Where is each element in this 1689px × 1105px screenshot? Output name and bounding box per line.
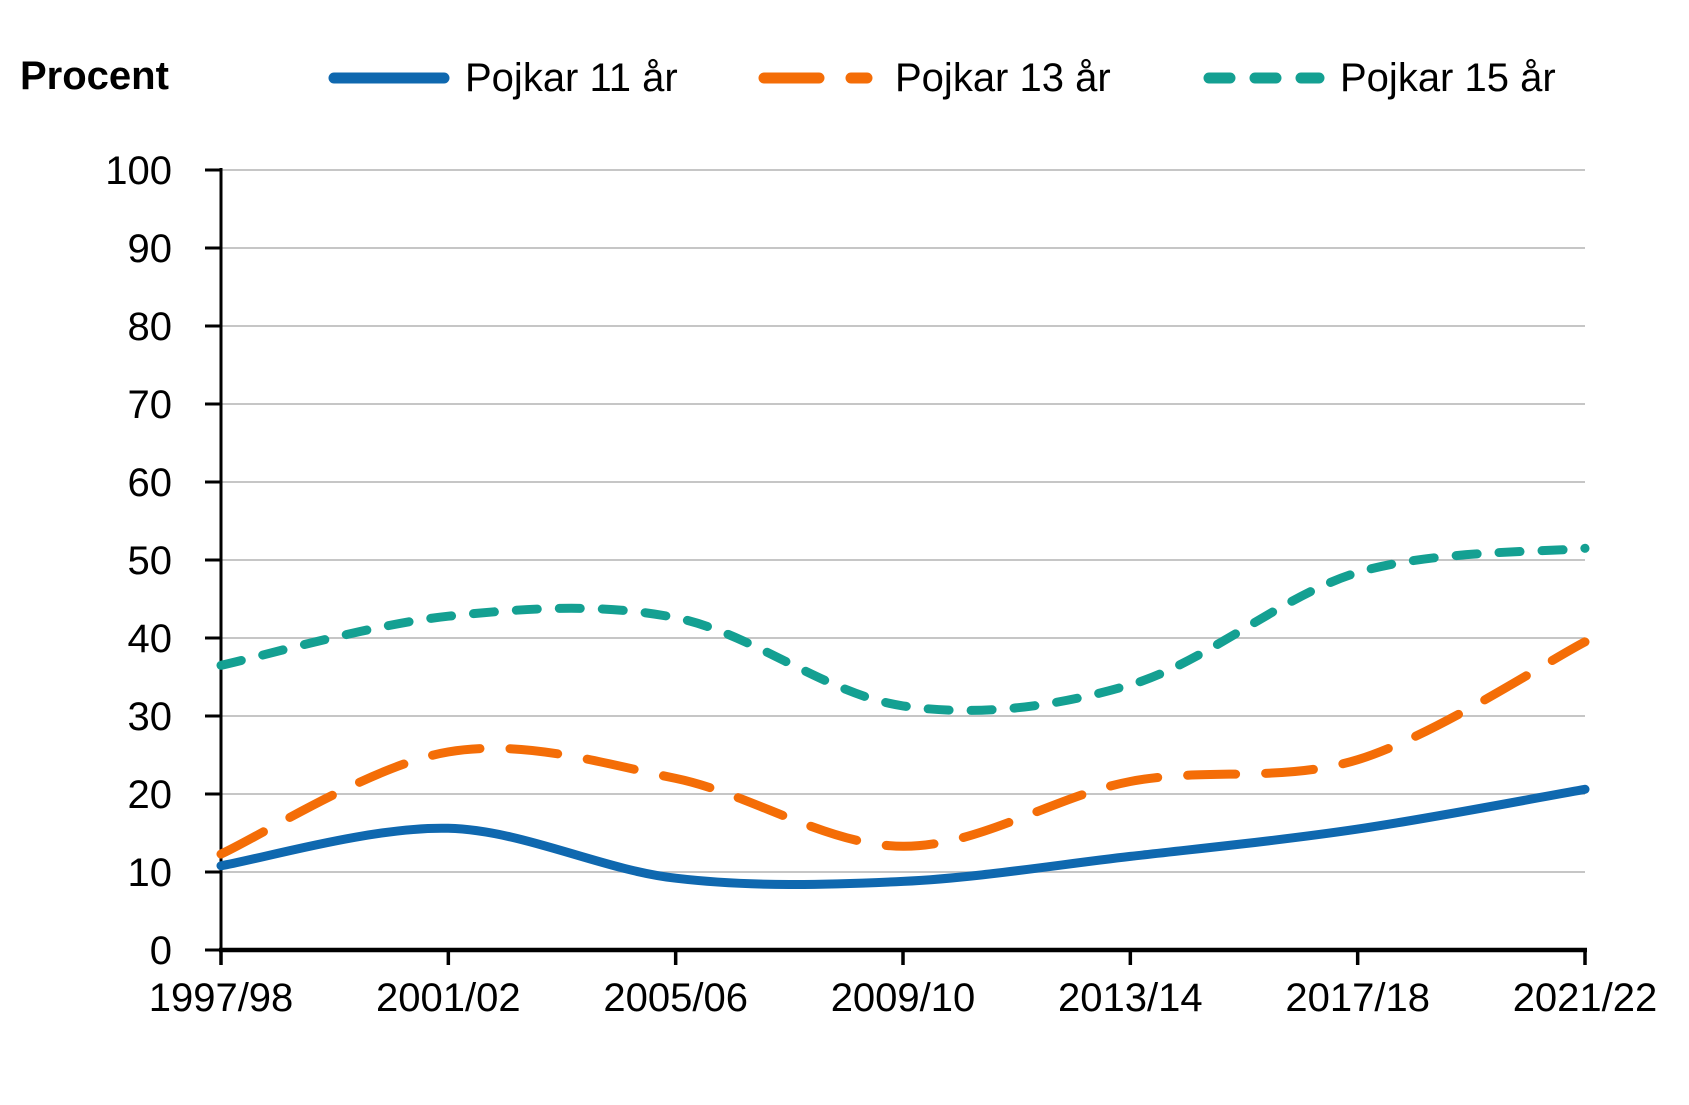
legend-item-pojkar-15: Pojkar 15 år xyxy=(1202,56,1556,100)
legend-label-pojkar-11: Pojkar 11 år xyxy=(465,56,678,100)
x-tick-label: 2001/02 xyxy=(376,976,521,1020)
y-tick-label: 40 xyxy=(128,617,173,661)
x-tick-label: 2009/10 xyxy=(831,976,976,1020)
legend-label-pojkar-13: Pojkar 13 år xyxy=(895,56,1111,100)
y-tick-label: 100 xyxy=(105,149,172,193)
series-line-1 xyxy=(216,637,1590,859)
y-tick-label: 60 xyxy=(128,461,173,505)
y-tick-label: 30 xyxy=(128,695,173,739)
y-axis-title: Procent xyxy=(20,54,169,98)
legend-swatch-pojkar-13 xyxy=(758,72,880,84)
y-tick-label: 80 xyxy=(128,305,173,349)
y-tick-label: 50 xyxy=(128,539,173,583)
chart-header: Procent Pojkar 11 år Pojkar 13 år Pojkar… xyxy=(0,0,1689,115)
legend-item-pojkar-13: Pojkar 13 år xyxy=(757,56,1111,100)
x-tick-label: 2017/18 xyxy=(1285,976,1430,1020)
x-tick-label: 2013/14 xyxy=(1058,976,1203,1020)
chart-svg: 0 10 20 30 40 50 60 70 80 90 100 1997/98 2001/02 2005… xyxy=(105,149,1658,1020)
y-tick-label: 0 xyxy=(150,929,172,973)
legend-label-pojkar-15: Pojkar 15 år xyxy=(1340,56,1556,100)
legend-swatch-pojkar-15 xyxy=(1203,72,1325,84)
legend-item-pojkar-11: Pojkar 11 år xyxy=(327,56,678,100)
x-tick-label: 1997/98 xyxy=(149,976,294,1020)
series-line-0 xyxy=(216,784,1590,889)
x-tick-label: 2005/06 xyxy=(603,976,748,1020)
y-tick-label: 10 xyxy=(128,851,173,895)
legend-swatch-pojkar-11 xyxy=(328,72,450,84)
y-tick-label: 20 xyxy=(128,773,173,817)
y-tick-label: 70 xyxy=(128,383,173,427)
x-tick-label: 2021/22 xyxy=(1513,976,1658,1020)
series-line-2 xyxy=(216,543,1590,715)
y-tick-label: 90 xyxy=(128,227,173,271)
